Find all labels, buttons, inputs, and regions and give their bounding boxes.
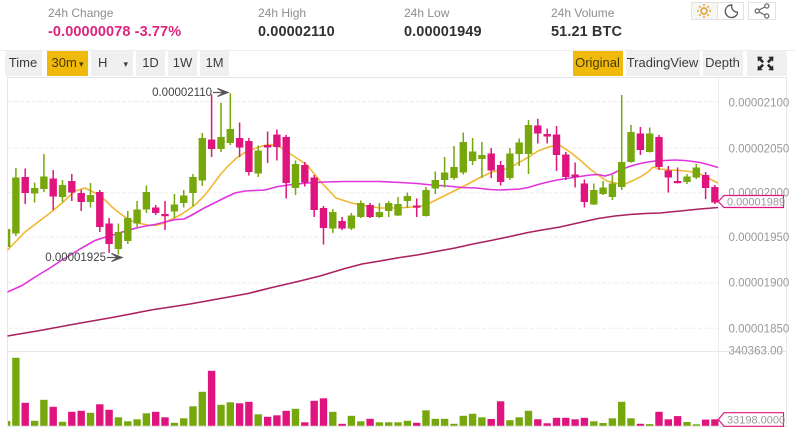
svg-text:0.00001925: 0.00001925 — [45, 252, 106, 264]
svg-text:340363.00: 340363.00 — [729, 346, 783, 358]
svg-text:33198.0000: 33198.0000 — [727, 415, 785, 427]
svg-text:0.00002110: 0.00002110 — [152, 87, 212, 99]
svg-text:0.00001850: 0.00001850 — [729, 323, 790, 335]
svg-text:0.00001950: 0.00001950 — [729, 232, 790, 244]
svg-text:0.00002050: 0.00002050 — [729, 143, 790, 155]
svg-text:0.00001989: 0.00001989 — [727, 197, 785, 209]
svg-text:0.00002100: 0.00002100 — [729, 98, 790, 110]
svg-text:0.00001900: 0.00001900 — [729, 278, 790, 290]
